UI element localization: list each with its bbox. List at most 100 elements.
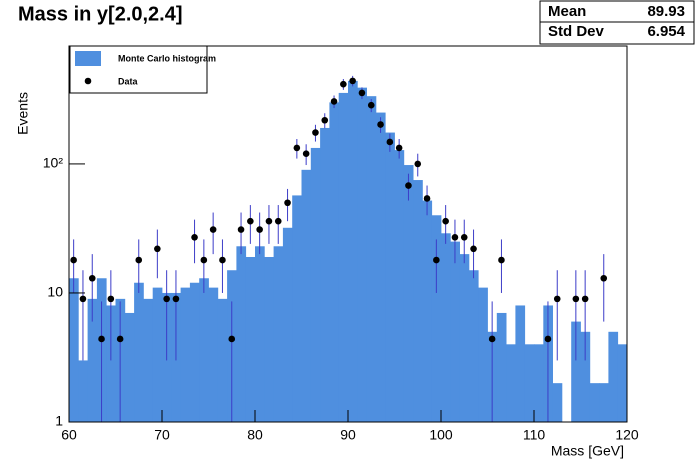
data-point [200, 256, 208, 264]
histogram-bar [69, 278, 79, 422]
y-axis-label: Events [15, 92, 31, 135]
data-point [423, 195, 431, 202]
histogram-bar [320, 127, 330, 423]
histogram-bar [124, 312, 135, 422]
histogram-bar [329, 102, 340, 423]
histogram-bar [357, 87, 367, 422]
histogram-bar [617, 344, 628, 422]
data-point [256, 226, 263, 233]
data-point [312, 129, 319, 136]
data-point [330, 98, 338, 105]
chart-title: Mass in y[2.0,2.4] [18, 3, 183, 25]
histogram-bar [403, 165, 414, 422]
data-point [228, 335, 236, 343]
histogram-bar [580, 331, 591, 422]
histogram-bar [524, 344, 535, 422]
histogram-bar [571, 321, 581, 422]
histogram-bar [431, 215, 442, 422]
x-tick-label: 90 [340, 427, 356, 443]
histogram-bar [282, 227, 293, 422]
y-tick-label: 10 [47, 284, 63, 300]
data-point [460, 233, 468, 241]
data-point [209, 226, 217, 233]
data-point [581, 295, 589, 303]
data-point [293, 144, 301, 152]
stats-value: 6.954 [647, 23, 685, 40]
legend-label: Monte Carlo histogram [118, 53, 216, 63]
histogram-bar [552, 383, 563, 422]
histogram-bar [515, 305, 526, 422]
data-point [488, 335, 496, 343]
data-point [98, 335, 105, 343]
stats-value: 89.93 [647, 3, 685, 20]
x-tick-label: 110 [523, 427, 546, 443]
legend-swatch [75, 51, 101, 66]
data-point [107, 295, 115, 303]
histogram-bar [599, 383, 609, 422]
stats-label: Std Dev [548, 23, 605, 40]
data-point [302, 150, 310, 158]
data-point [340, 80, 347, 88]
data-point [367, 101, 375, 109]
data-point [163, 295, 170, 303]
data-point [358, 89, 366, 97]
data-point [79, 295, 87, 303]
data-point [247, 217, 254, 225]
data-point [470, 245, 477, 253]
histogram-bar [217, 298, 228, 422]
histogram-bar [134, 282, 144, 422]
histogram-bar [506, 344, 516, 422]
histogram-bar [180, 287, 191, 422]
histogram-bar [189, 282, 200, 422]
histogram-bar [301, 169, 312, 422]
data-point [377, 121, 384, 128]
data-point [451, 233, 459, 241]
stats-box: Mean 89.93 Std Dev 6.954 [539, 0, 695, 45]
histogram-bar [87, 298, 98, 422]
histogram-bar [152, 287, 163, 422]
data-point [172, 295, 180, 303]
data-point [191, 233, 198, 241]
data-point [442, 217, 449, 225]
data-point [135, 256, 143, 264]
stats-label: Mean [548, 3, 586, 20]
histogram-bar [245, 256, 256, 422]
histogram-bar [385, 132, 395, 422]
y-tick-label: 1 [55, 413, 63, 429]
x-tick-label: 100 [429, 427, 453, 443]
x-tick-label: 60 [61, 427, 77, 443]
data-point [386, 138, 394, 146]
data-point [88, 274, 96, 282]
histogram-bar [534, 344, 544, 422]
legend: Monte Carlo histogram Data [69, 45, 216, 94]
histogram-bar [413, 180, 423, 422]
data-point [116, 335, 124, 343]
histogram-bar [366, 96, 377, 422]
histogram-bar [236, 246, 247, 422]
data-point [70, 256, 77, 264]
x-axis-label: Mass [GeV] [551, 443, 624, 459]
x-tick-label: 80 [247, 427, 263, 443]
histogram-bar [459, 254, 470, 422]
histogram-bar [375, 112, 386, 423]
data-point [414, 160, 422, 168]
data-point [600, 274, 608, 282]
histogram-bar [422, 200, 433, 422]
histogram-bar [589, 383, 600, 422]
data-point [265, 217, 273, 225]
histogram-bar [348, 80, 358, 422]
data-point [395, 144, 403, 152]
x-tick-label: 120 [615, 427, 639, 443]
histogram-bar [496, 312, 507, 422]
data-point [433, 256, 440, 264]
data-point [572, 295, 580, 303]
data-point [237, 226, 245, 233]
legend-label: Data [118, 76, 139, 86]
histogram-bar [255, 246, 265, 422]
data-point [274, 217, 282, 225]
data-point [405, 182, 412, 189]
histogram-bar [143, 298, 154, 422]
histogram-bar [468, 270, 479, 422]
histogram-bar [394, 150, 405, 422]
